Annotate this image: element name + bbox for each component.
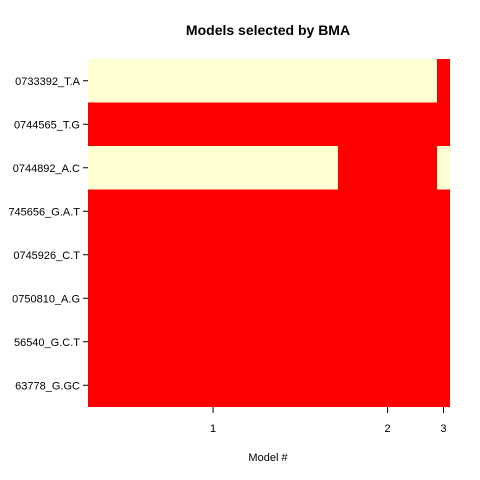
- row-label-3: 0744892_A.C: [13, 163, 80, 175]
- heatmap-cell-model-3-row-7: [436, 320, 450, 364]
- heatmap-cells: [88, 59, 450, 407]
- chart-title: Models selected by BMA: [186, 22, 350, 38]
- heatmap-cell-model-2-row-8: [338, 363, 437, 407]
- heatmap-cell-model-2-row-1: [338, 59, 437, 103]
- heatmap-cell-model-1-row-6: [88, 276, 339, 320]
- row-label-5: 0745926_C.T: [13, 250, 80, 262]
- heatmap-cell-model-1-row-8: [88, 363, 339, 407]
- heatmap-cell-model-2-row-4: [338, 189, 437, 233]
- heatmap-cell-model-1-row-2: [88, 102, 339, 146]
- heatmap-cell-model-3-row-6: [436, 276, 450, 320]
- row-label-2: 0744565_T.G: [14, 119, 80, 131]
- heatmap-cell-model-1-row-7: [88, 320, 339, 364]
- x-tick-label-3: 3: [440, 423, 446, 435]
- row-label-4: 745656_G.A.T: [8, 206, 80, 218]
- heatmap-cell-model-1-row-5: [88, 233, 339, 277]
- heatmap-cell-model-2-row-2: [338, 102, 437, 146]
- heatmap-cell-model-1-row-4: [88, 189, 339, 233]
- heatmap-cell-model-3-row-8: [436, 363, 450, 407]
- x-tick-label-1: 1: [210, 423, 216, 435]
- x-tick-label-2: 2: [384, 423, 390, 435]
- heatmap-cell-model-3-row-1: [436, 59, 450, 103]
- heatmap-cell-model-2-row-7: [338, 320, 437, 364]
- heatmap-cell-model-2-row-5: [338, 233, 437, 277]
- heatmap-cell-model-1-row-3: [88, 146, 339, 190]
- row-label-6: 0750810_A.G: [12, 293, 80, 305]
- row-label-1: 0733392_T.A: [15, 76, 80, 88]
- row-label-8: 63778_G.GC: [15, 380, 80, 392]
- x-axis-label: Model #: [248, 452, 288, 464]
- heatmap-cell-model-3-row-4: [436, 189, 450, 233]
- heatmap-cell-model-2-row-3: [338, 146, 437, 190]
- heatmap-cell-model-3-row-2: [436, 102, 450, 146]
- heatmap-cell-model-1-row-1: [88, 59, 339, 103]
- row-label-7: 56540_G.C.T: [14, 337, 80, 349]
- row-labels: 0733392_T.A 0744565_T.G 0744892_A.C 745656_…: [8, 76, 88, 392]
- heatmap-cell-model-3-row-3: [436, 146, 450, 190]
- heatmap-cell-model-3-row-5: [436, 233, 450, 277]
- heatmap-cell-model-2-row-6: [338, 276, 437, 320]
- x-axis: 1 2 3: [210, 407, 447, 435]
